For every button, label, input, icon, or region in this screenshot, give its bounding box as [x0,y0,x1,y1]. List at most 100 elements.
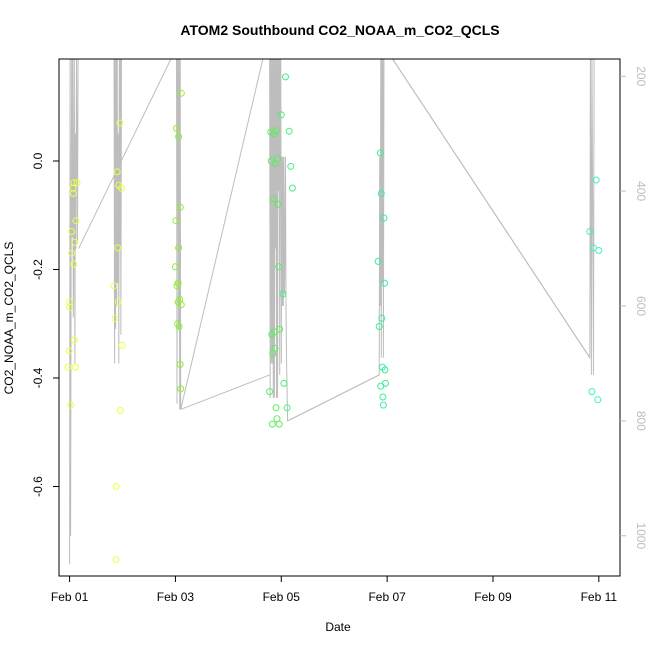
data-point [375,323,383,330]
data-point [176,360,184,368]
data-point [64,363,72,371]
data-point [73,179,81,187]
right-y-tick-label: 600 [634,296,648,316]
data-point [68,249,76,257]
data-point [72,217,80,225]
data-point [275,263,283,271]
data-point [285,127,293,135]
x-tick-label: Feb 03 [157,590,195,604]
pressure-connector [78,59,172,249]
data-point [288,184,296,192]
data-point [71,238,79,246]
data-point [381,279,388,287]
data-point [381,366,389,374]
data-point [274,200,282,208]
data-point [282,73,289,81]
x-tick-label: Feb 07 [368,590,406,604]
data-point [175,244,183,252]
data-point [174,279,182,287]
data-point [283,404,291,412]
data-point [177,89,185,97]
data-point [114,244,122,252]
data-point [595,247,603,254]
right-y-tick-label: 800 [634,411,648,431]
data-point [379,401,387,409]
pressure-connector [392,59,591,358]
data-point [592,176,600,184]
chart-title: ATOM2 Southbound CO2_NOAA_m_CO2_QCLS [180,22,499,38]
data-point [276,325,284,333]
right-y-tick-label: 1000 [634,522,648,549]
data-point [68,228,76,235]
data-point [113,168,121,176]
data-point [112,556,120,564]
data-point [172,217,180,225]
data-point [173,124,180,132]
data-point [279,290,287,298]
pressure-connector [287,374,380,422]
data-point [114,298,122,306]
data-point [594,396,602,404]
data-point [271,344,279,352]
plot-area [64,59,603,565]
x-axis-label: Date [325,620,351,634]
data-point [269,195,277,203]
data-point [118,184,125,192]
x-axis: Feb 01 Feb 03 Feb 05 Feb 07 Feb 09 Feb 11 [51,576,617,604]
data-point [70,179,78,187]
data-point [272,404,280,412]
data-point [176,203,184,211]
right-y-tick-label: 400 [634,181,648,201]
data-point [171,263,179,271]
data-point [175,323,183,330]
pressure-trace [69,59,595,565]
data-point [70,260,78,268]
data-point [273,127,280,135]
y-axis: -0.6 -0.4 -0.2 0.0 [31,152,59,497]
data-point [175,133,183,141]
data-point [177,385,185,393]
data-point [66,304,74,311]
data-point [70,336,78,344]
data-point [110,282,118,290]
y-tick-label: -0.2 [31,259,45,280]
data-point [266,388,274,396]
data-point [274,154,282,162]
data-point [586,228,594,235]
data-point [116,119,124,127]
data-point [65,347,73,355]
data-point [588,388,596,396]
data-point [287,162,295,170]
data-point [376,149,384,157]
data-point [71,363,79,371]
data-point [378,314,386,322]
x-tick-label: Feb 11 [581,590,618,604]
data-point [590,244,597,252]
data-point [377,190,385,197]
x-tick-label: Feb 09 [474,590,512,604]
y-tick-label: -0.6 [31,476,45,497]
plot-frame [58,58,621,577]
x-tick-label: Feb 05 [263,590,301,604]
pressure-connector [180,374,270,410]
data-point [268,420,276,428]
data-point [111,314,119,322]
y-axis-label: CO2_NOAA_m_CO2_QCLS [2,242,16,395]
data-point [380,214,388,222]
data-point [112,483,120,490]
data-point [379,393,387,401]
data-point [118,341,126,349]
data-point [277,111,285,119]
data-point [116,407,124,414]
data-point [382,379,389,387]
data-point [270,328,278,336]
data-point [280,379,288,387]
data-point [275,420,283,428]
data-point [374,257,382,265]
right-y-axis: 200 400 600 800 1000 [620,66,648,549]
x-tick-label: Feb 01 [51,590,89,604]
data-point [69,190,77,197]
data-point [177,301,185,309]
data-point [67,401,75,409]
